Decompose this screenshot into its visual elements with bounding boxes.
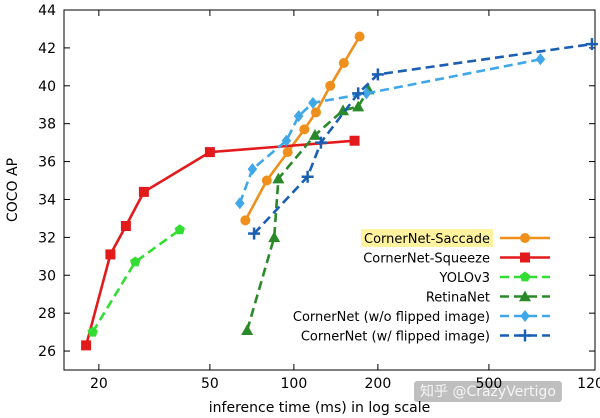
- series-line: [84, 139, 355, 346]
- plot-border: [63, 9, 596, 371]
- legend-marker: [520, 233, 530, 243]
- series-2: [87, 224, 185, 337]
- x-tick-label: 1200: [577, 376, 600, 392]
- data-point: [130, 256, 141, 267]
- data-point: [349, 135, 360, 146]
- watermark: 知乎 @CrazyVertigo: [414, 381, 562, 402]
- data-point: [301, 170, 314, 183]
- watermark-background: [414, 381, 562, 402]
- legend-item: YOLOv3: [439, 271, 550, 286]
- series-1: [81, 135, 360, 351]
- data-point: [235, 197, 245, 210]
- legend-label: RetinaNet: [426, 291, 490, 306]
- data-point: [138, 186, 149, 197]
- x-tick-label: 100: [281, 376, 308, 392]
- x-tick-label: 500: [476, 376, 503, 392]
- legend-item: CornerNet (w/o flipped image): [293, 310, 550, 325]
- legend-marker: [520, 310, 530, 322]
- y-tick-label: 38: [38, 117, 56, 133]
- y-tick-label: 36: [38, 155, 56, 171]
- data-point: [352, 87, 365, 100]
- data-point: [338, 58, 349, 69]
- series-5: [248, 38, 598, 240]
- data-point: [354, 31, 365, 42]
- data-point: [241, 324, 254, 336]
- data-point: [293, 110, 304, 123]
- data-point: [310, 107, 321, 118]
- y-tick-label: 44: [38, 3, 56, 19]
- y-tick-label: 32: [38, 230, 56, 246]
- data-point: [272, 172, 285, 184]
- series-layer: [81, 31, 598, 351]
- x-tick-label: 20: [90, 376, 108, 392]
- legend-highlight: [361, 229, 493, 247]
- legend-marker: [520, 252, 530, 263]
- legend-item: CornerNet-Saccade: [361, 229, 550, 247]
- data-point: [308, 96, 318, 109]
- data-point: [174, 224, 185, 235]
- data-point: [120, 221, 131, 231]
- legend-label: CornerNet-Squeeze: [363, 252, 490, 267]
- plot-frame: [63, 9, 596, 371]
- data-point: [325, 80, 336, 91]
- data-point: [268, 231, 281, 243]
- series-line: [91, 228, 181, 333]
- legend-marker: [519, 271, 531, 282]
- data-point: [352, 100, 365, 112]
- data-point: [281, 134, 292, 147]
- legend-marker: [519, 329, 531, 342]
- y-axis: 26 28 30 32 34 36 38 40 42 44: [38, 3, 595, 360]
- legend-label: CornerNet (w/ flipped image): [301, 330, 490, 345]
- data-point: [371, 68, 384, 81]
- legend-label: CornerNet (w/o flipped image): [293, 310, 490, 325]
- x-tick-label: 50: [201, 376, 219, 392]
- legend-label: CornerNet-Saccade: [364, 232, 490, 247]
- data-point: [585, 38, 598, 51]
- y-tick-label: 40: [38, 79, 56, 95]
- x-tick-label: 200: [365, 376, 392, 392]
- data-point: [81, 340, 92, 351]
- legend-item: CornerNet (w/ flipped image): [301, 329, 550, 345]
- legend-item: CornerNet-Squeeze: [363, 252, 550, 267]
- x-axis: 20 50 100 200 500 1200: [90, 10, 600, 392]
- y-tick-label: 26: [38, 344, 56, 360]
- watermark-text: 知乎 @CrazyVertigo: [420, 383, 556, 400]
- data-point: [299, 124, 310, 135]
- data-point: [282, 147, 293, 158]
- data-point: [87, 326, 98, 337]
- data-point: [337, 104, 350, 116]
- data-point: [240, 215, 251, 226]
- y-axis-title: COCO AP: [5, 158, 21, 222]
- series-4: [235, 53, 546, 210]
- legend-marker: [519, 290, 531, 302]
- series-line: [238, 58, 541, 204]
- legend-label: YOLOv3: [439, 271, 490, 286]
- x-axis-title: inference time (ms) in log scale: [209, 400, 430, 416]
- y-tick-label: 28: [38, 306, 56, 322]
- legend: CornerNet-Saccade CornerNet-Squeeze YOLOv3…: [293, 229, 550, 345]
- data-point: [261, 175, 272, 186]
- series-3: [241, 83, 375, 336]
- y-tick-label: 34: [38, 192, 56, 208]
- data-point: [248, 227, 261, 240]
- data-point: [204, 147, 215, 158]
- y-tick-label: 30: [38, 268, 56, 284]
- data-point: [535, 53, 546, 66]
- data-point: [105, 249, 116, 260]
- data-point: [308, 129, 321, 140]
- series-0: [240, 31, 365, 226]
- data-point: [314, 136, 327, 149]
- legend-item: RetinaNet: [426, 290, 550, 306]
- y-tick-label: 42: [38, 41, 56, 57]
- series-line: [253, 42, 593, 235]
- data-point: [361, 87, 372, 100]
- data-point: [247, 163, 258, 176]
